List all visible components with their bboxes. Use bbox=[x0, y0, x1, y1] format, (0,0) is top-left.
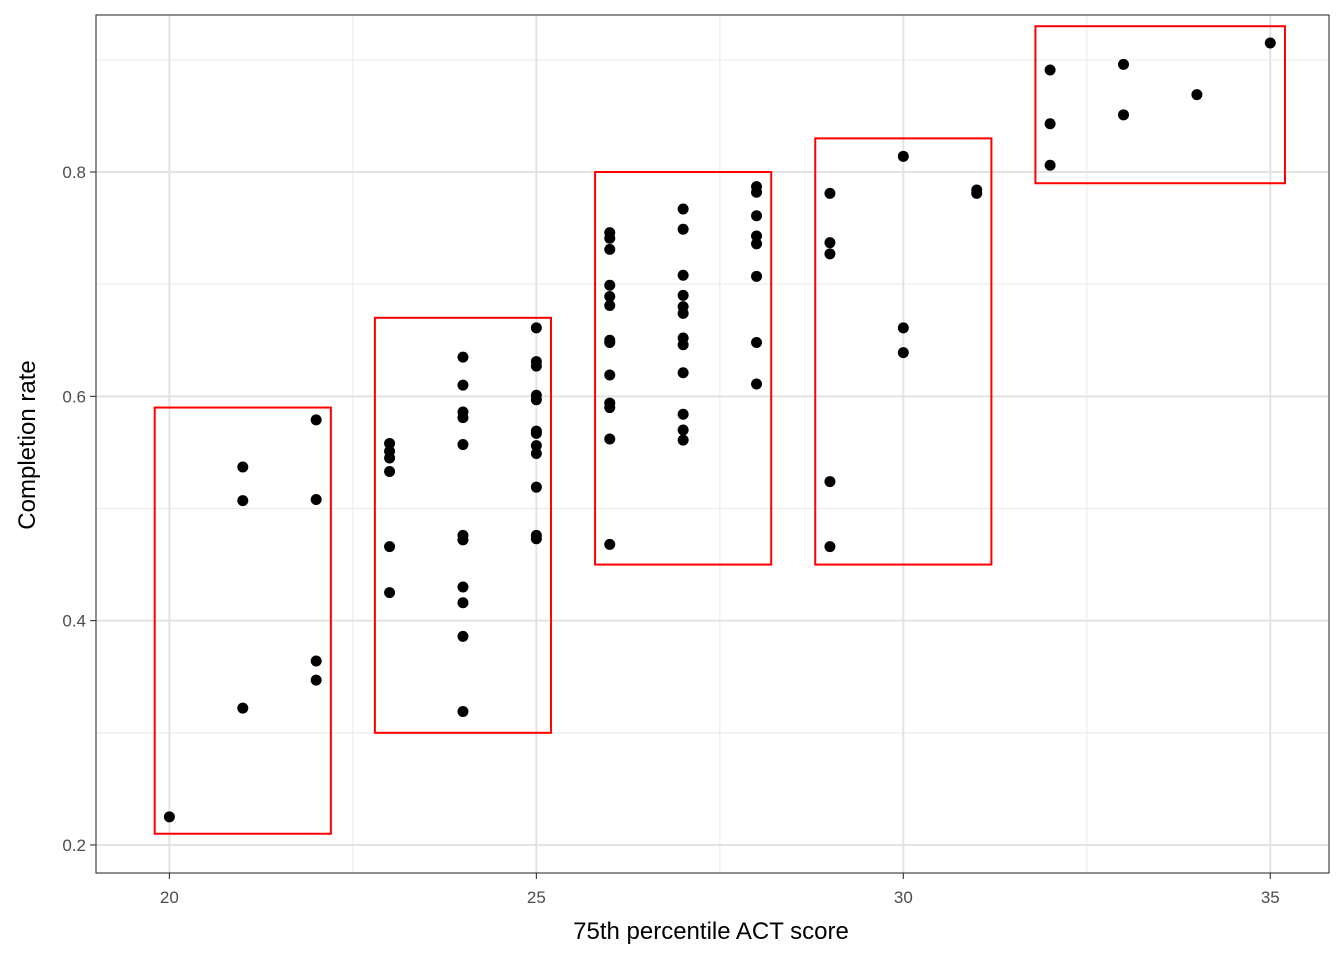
data-point bbox=[530, 427, 542, 439]
data-point bbox=[457, 379, 469, 391]
data-point bbox=[384, 587, 396, 599]
data-point bbox=[677, 424, 689, 436]
data-point bbox=[677, 307, 689, 319]
x-tick-label: 30 bbox=[894, 888, 913, 907]
data-point bbox=[384, 465, 396, 477]
data-point bbox=[677, 223, 689, 235]
data-point bbox=[1191, 89, 1203, 101]
data-point bbox=[457, 534, 469, 546]
data-point bbox=[530, 440, 542, 452]
data-point bbox=[384, 437, 396, 449]
data-point bbox=[384, 452, 396, 464]
data-point bbox=[604, 291, 616, 303]
data-point bbox=[604, 232, 616, 244]
y-tick-label: 0.4 bbox=[62, 612, 86, 631]
group-box-1 bbox=[153, 406, 332, 835]
data-point bbox=[604, 336, 616, 348]
data-point bbox=[1264, 37, 1276, 49]
data-point bbox=[457, 439, 469, 451]
data-point bbox=[457, 351, 469, 363]
data-point bbox=[751, 336, 763, 348]
data-point bbox=[1044, 64, 1056, 76]
data-point bbox=[163, 811, 175, 823]
data-point bbox=[677, 289, 689, 301]
group-box-3 bbox=[594, 171, 773, 566]
y-axis: 0.2 0.4 0.6 0.8 bbox=[62, 163, 96, 855]
data-point bbox=[824, 541, 836, 553]
data-point bbox=[897, 322, 909, 334]
data-point bbox=[604, 279, 616, 291]
data-point bbox=[677, 434, 689, 446]
data-point bbox=[824, 248, 836, 260]
x-tick-label: 20 bbox=[160, 888, 179, 907]
data-point bbox=[604, 538, 616, 550]
data-point bbox=[310, 414, 322, 426]
data-point bbox=[751, 230, 763, 242]
data-point bbox=[897, 347, 909, 359]
x-axis-title: 75th percentile ACT score bbox=[573, 918, 849, 945]
y-tick-label: 0.8 bbox=[62, 163, 86, 182]
data-point bbox=[457, 630, 469, 642]
data-point bbox=[751, 238, 763, 250]
minor-gridlines bbox=[96, 15, 1329, 873]
data-point bbox=[971, 187, 983, 199]
data-point bbox=[384, 541, 396, 553]
group-boxes bbox=[153, 25, 1286, 835]
data-point bbox=[1118, 58, 1129, 70]
data-point bbox=[677, 269, 689, 281]
data-point bbox=[237, 461, 249, 473]
data-point bbox=[824, 187, 836, 199]
x-axis: 20 25 30 35 bbox=[160, 873, 1280, 907]
data-point bbox=[1118, 109, 1129, 121]
data-point bbox=[604, 299, 616, 311]
y-tick-label: 0.6 bbox=[62, 387, 86, 406]
data-point bbox=[310, 494, 322, 506]
data-point bbox=[237, 495, 249, 507]
data-point bbox=[310, 674, 322, 686]
data-point bbox=[751, 210, 763, 222]
data-point bbox=[530, 394, 542, 406]
data-points bbox=[163, 37, 1276, 823]
panel-border bbox=[95, 14, 1330, 874]
data-point bbox=[1044, 118, 1056, 130]
data-point bbox=[824, 476, 836, 488]
y-axis-title: Completion rate bbox=[14, 360, 41, 529]
data-point bbox=[457, 581, 469, 593]
group-box-2 bbox=[373, 316, 553, 734]
major-gridlines bbox=[96, 15, 1329, 873]
data-point bbox=[604, 402, 616, 414]
data-point bbox=[677, 203, 689, 215]
data-point bbox=[751, 270, 763, 282]
group-box-4 bbox=[814, 137, 993, 566]
data-point bbox=[530, 322, 542, 334]
group-box-5 bbox=[1034, 25, 1286, 185]
data-point bbox=[604, 433, 616, 445]
data-point bbox=[604, 369, 616, 381]
data-point bbox=[457, 597, 469, 609]
data-point bbox=[677, 367, 689, 379]
data-point bbox=[751, 186, 763, 198]
data-point bbox=[310, 655, 322, 667]
data-point bbox=[677, 408, 689, 420]
data-point bbox=[677, 339, 689, 351]
data-point bbox=[604, 243, 616, 255]
data-point bbox=[530, 448, 542, 460]
data-point bbox=[824, 237, 836, 249]
data-point bbox=[530, 481, 542, 493]
data-point bbox=[1044, 159, 1056, 171]
data-point bbox=[530, 360, 542, 372]
data-point bbox=[751, 378, 763, 390]
data-point bbox=[897, 150, 909, 162]
data-point bbox=[457, 412, 469, 424]
data-point bbox=[237, 702, 249, 714]
data-point bbox=[530, 533, 542, 545]
x-tick-label: 25 bbox=[527, 888, 546, 907]
data-point bbox=[457, 705, 469, 717]
x-tick-label: 35 bbox=[1261, 888, 1280, 907]
y-tick-label: 0.2 bbox=[62, 836, 86, 855]
